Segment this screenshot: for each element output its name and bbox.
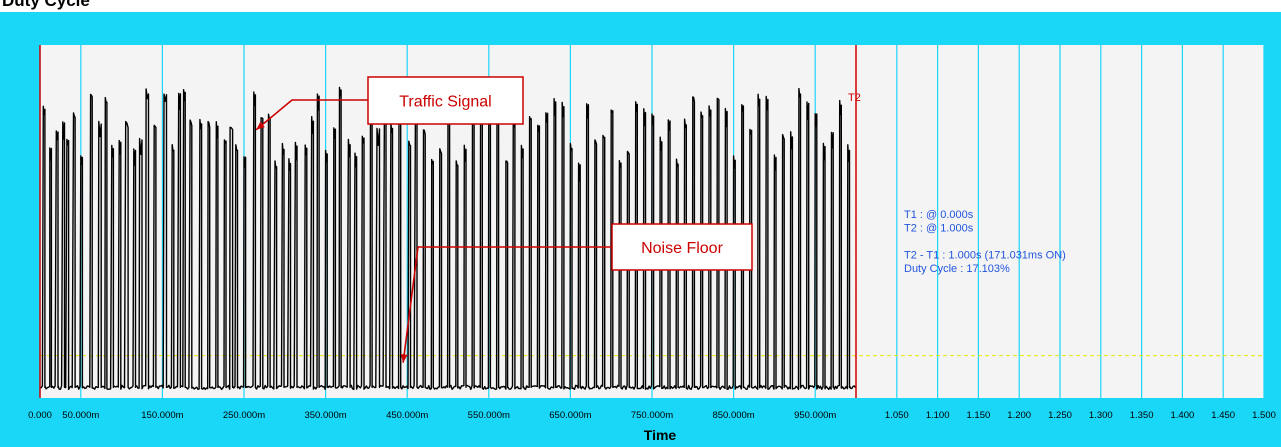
x-tick-label: 50.000m xyxy=(62,410,99,421)
x-tick-label: 1.300 xyxy=(1089,410,1113,421)
callout-arrow xyxy=(255,99,368,131)
callout-label: Traffic Signal xyxy=(399,94,491,111)
x-tick-label: 1.500 xyxy=(1252,410,1276,421)
readout-line: T2 : @ 1.000s xyxy=(904,223,974,235)
callout-box xyxy=(367,76,524,125)
cursor-readout: T1 : @ 0.000s T2 : @ 1.000s T2 - T1 : 1.00… xyxy=(904,209,1066,275)
annotations: Traffic Signal Noise Floor xyxy=(255,76,753,363)
x-tick-label: 650.000m xyxy=(549,410,591,421)
x-tick-label: 1.200 xyxy=(1007,410,1031,421)
readout-line: T2 - T1 : 1.000s (171.031ms ON) xyxy=(904,250,1066,262)
x-tick-label: 1.450 xyxy=(1211,410,1235,421)
callout-label: Noise Floor xyxy=(641,240,723,257)
cursor-t2-label: T2 xyxy=(848,92,861,104)
x-tick-label: 450.000m xyxy=(386,410,428,421)
signal-line xyxy=(39,86,857,391)
panel-title: Duty Cycle xyxy=(2,0,90,10)
x-tick-label: 350.000m xyxy=(304,410,346,421)
callout-arrowhead xyxy=(256,121,265,130)
x-tick-label: 150.000m xyxy=(141,410,183,421)
x-tick-label: 550.000m xyxy=(468,410,510,421)
x-tick-label: 750.000m xyxy=(631,410,673,421)
readout-line: Duty Cycle : 17.103% xyxy=(904,263,1010,275)
cursor-group[interactable]: T2 xyxy=(39,45,861,398)
callout-arrowhead xyxy=(400,354,408,363)
x-tick-label: 0.000 xyxy=(28,410,52,421)
signal-trace xyxy=(39,86,857,391)
callout-box xyxy=(611,223,753,271)
x-tick-label: 1.050 xyxy=(885,410,909,421)
x-tick-label: 1.150 xyxy=(967,410,991,421)
x-tick-label: 1.100 xyxy=(926,410,950,421)
x-tick-label: 1.350 xyxy=(1130,410,1154,421)
callout-arrow xyxy=(402,246,612,363)
x-tick-label: 850.000m xyxy=(712,410,754,421)
readout-line: T1 : @ 0.000s xyxy=(904,209,974,221)
x-tick-label: 250.000m xyxy=(223,410,265,421)
x-tick-label: 1.400 xyxy=(1171,410,1195,421)
x-tick-labels: 0.000 50.000m 150.000m 250.000m 350.000m 450.… xyxy=(28,410,1276,421)
x-tick-label: 1.250 xyxy=(1048,410,1072,421)
x-axis-label: Time xyxy=(644,427,677,443)
x-tick-label: 950.000m xyxy=(794,410,836,421)
